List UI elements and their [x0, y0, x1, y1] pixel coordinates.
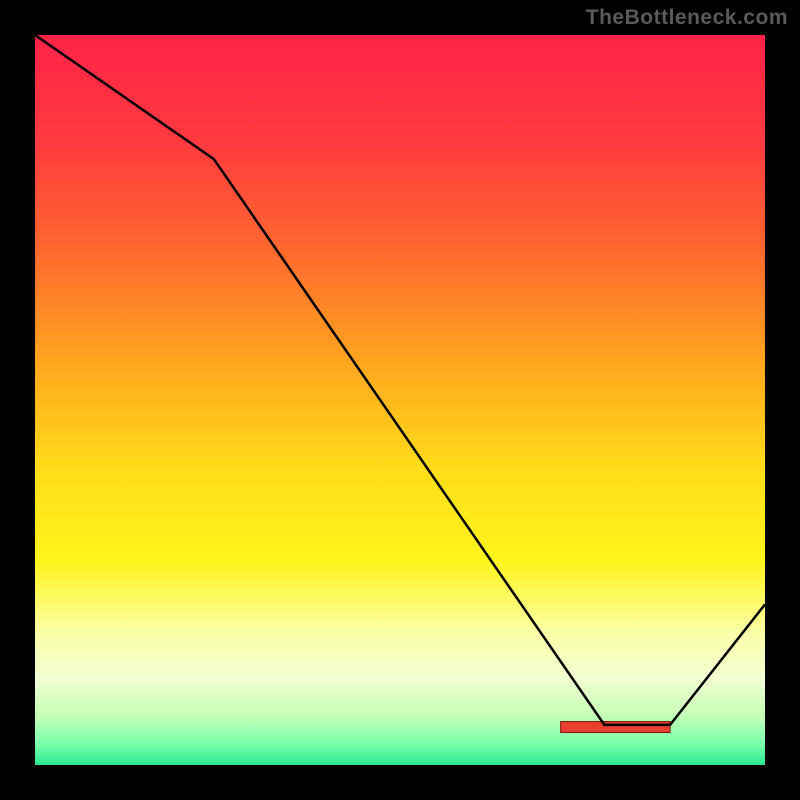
minimum-marker: [561, 722, 671, 733]
chart-background: [35, 35, 765, 765]
watermark-text: TheBottleneck.com: [586, 6, 788, 30]
chart-plot: [35, 35, 765, 765]
